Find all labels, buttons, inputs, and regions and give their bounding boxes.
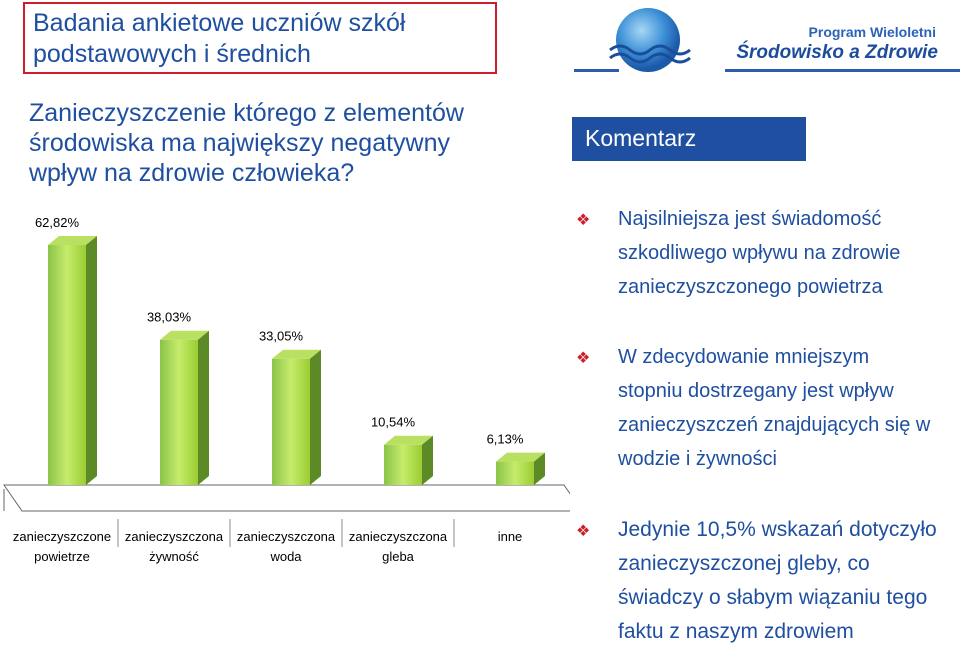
diamond-bullet-icon: ❖: [576, 523, 591, 540]
bullet-3-line-1: Jedynie 10,5% wskazań dotyczyło: [618, 518, 937, 541]
bar-front: [160, 339, 198, 485]
bullet-2-line-2: stopniu dostrzegany jest wpływ: [618, 380, 894, 402]
category-label: inne: [498, 529, 523, 544]
bar-front: [48, 245, 86, 485]
category-label: żywność: [149, 549, 199, 564]
category-label: powietrze: [34, 549, 90, 564]
data-label: 6,13%: [487, 432, 524, 447]
bar-side: [310, 349, 321, 485]
question: Zanieczyszczenie którego z elementów śro…: [29, 98, 489, 188]
bar-top: [384, 435, 433, 445]
logo-rule-right: [725, 69, 960, 72]
bullet-2-line-1: W zdecydowanie mniejszym: [618, 346, 870, 368]
bar-front: [496, 461, 534, 485]
bar-top: [48, 236, 97, 245]
category-label: zanieczyszczone: [13, 529, 111, 544]
category-label: gleba: [382, 549, 415, 564]
data-label: 10,54%: [371, 415, 416, 430]
data-label: 62,82%: [35, 215, 80, 230]
question-line-1: Zanieczyszczenie którego z elementów: [29, 99, 464, 127]
bar-top: [160, 330, 209, 340]
bar-chart: 62,82% zanieczyszczone powietrze 38,03% zani…: [3, 215, 570, 564]
bullet-1-line-3: zanieczyszczonego powietrza: [618, 276, 883, 298]
globe-icon: [609, 8, 691, 72]
data-label: 38,03%: [147, 310, 192, 325]
chart-floor: [3, 484, 570, 512]
category-label: woda: [269, 549, 302, 564]
diamond-bullet-icon: ❖: [576, 350, 591, 367]
bar-top: [496, 452, 545, 462]
bullet-3-line-4: faktu z naszym zdrowiem: [618, 620, 854, 643]
title-line-1: Badania ankietowe uczniów szkół: [33, 9, 406, 37]
logo-rule-left: [574, 69, 619, 72]
bar-side: [198, 330, 209, 485]
bar-top: [272, 349, 321, 359]
program-name-line-2: Środowisko a Zdrowie: [736, 42, 938, 63]
bullet-1-line-2: szkodliwego wpływu na zdrowie: [618, 242, 901, 264]
bar-side: [86, 236, 97, 485]
comment-heading: Komentarz: [572, 117, 806, 161]
question-line-3: wpływ na zdrowie człowieka?: [29, 159, 355, 187]
bar-side: [534, 452, 545, 485]
bullet-3-line-2: zanieczyszczonej gleby, co: [618, 552, 870, 575]
bullet-1-line-1: Najsilniejsza jest świadomość: [618, 208, 882, 230]
category-label: zanieczyszczona: [349, 529, 448, 544]
bar-side: [422, 435, 433, 485]
category-label: zanieczyszczona: [125, 529, 224, 544]
bullet-3-line-3: świadczy o słabym wiązaniu tego: [618, 586, 928, 609]
bar-front: [384, 444, 422, 485]
program-logo: Program Wieloletni Środowisko a Zdrowie: [570, 6, 960, 76]
category-label: zanieczyszczona: [237, 529, 336, 544]
bullet-2-line-3: zanieczyszczeń znajdujących się w: [618, 414, 931, 436]
diamond-bullet-icon: ❖: [576, 212, 591, 229]
title-box: Badania ankietowe uczniów szkół podstawo…: [23, 2, 497, 74]
question-line-2: środowiska ma największy negatywny: [29, 129, 451, 157]
data-label: 33,05%: [259, 329, 304, 344]
program-name-line-1: Program Wieloletni: [808, 24, 936, 40]
bar-front: [272, 358, 310, 485]
bullet-2-line-4: wodzie i żywności: [618, 448, 777, 470]
title-line-2: podstawowych i średnich: [33, 40, 311, 68]
